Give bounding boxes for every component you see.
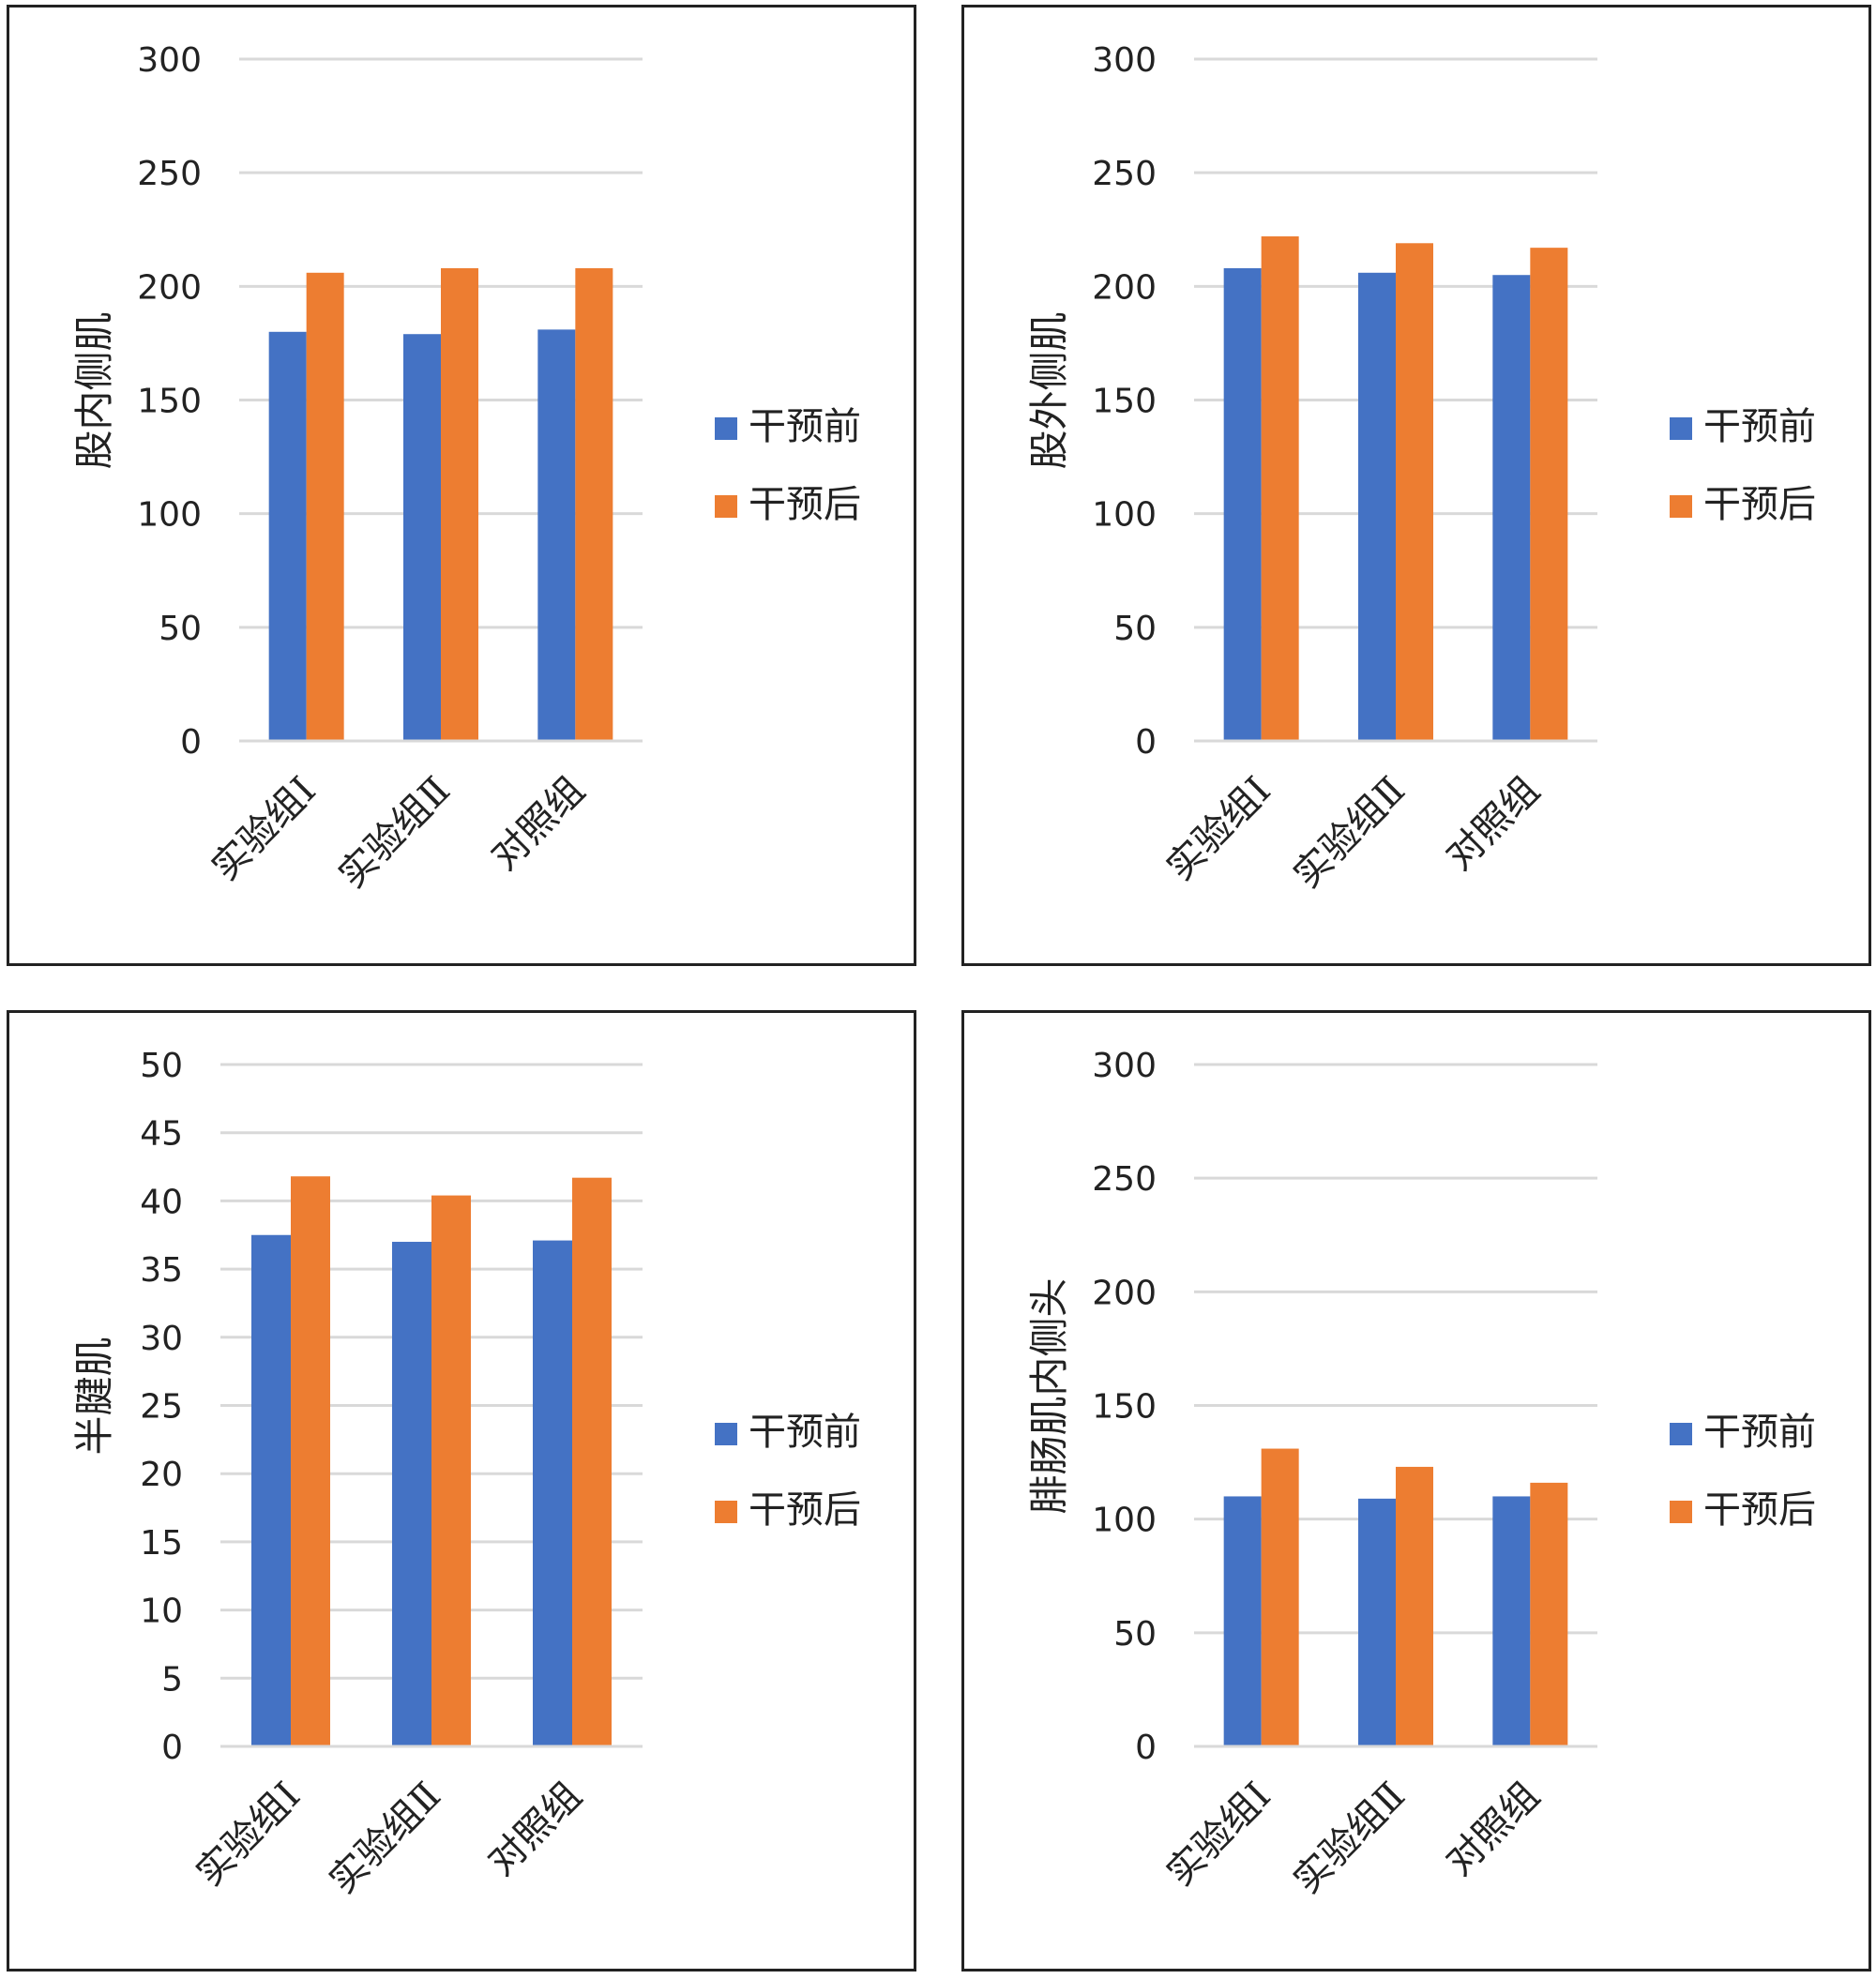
bar-after — [1396, 243, 1433, 741]
legend-label-before: 干预前 — [749, 405, 861, 448]
y-axis-title: 半腱肌 — [71, 1337, 117, 1455]
x-category-label: 实验组Ⅱ — [1285, 1775, 1414, 1903]
bar-before — [533, 1240, 572, 1746]
chart-panel-semitendinosus: 0 5 10 15 20 25 30 35 40 45 50 实验组Ⅰ 实验组Ⅱ 对照组 半腱肌干预前干预后 — [7, 1010, 916, 1971]
x-category-label: 实验组Ⅰ — [1158, 1775, 1279, 1896]
y-tick-label: 0 — [1135, 723, 1157, 762]
y-tick-label: 150 — [1092, 1388, 1157, 1427]
bar-after — [1530, 248, 1568, 741]
x-category-label: 实验组Ⅱ — [321, 1775, 449, 1903]
legend-label-after: 干预后 — [749, 483, 861, 526]
bar-after — [291, 1176, 330, 1746]
legend-swatch-before — [1670, 417, 1692, 440]
x-category-label: 实验组Ⅱ — [1285, 769, 1414, 898]
legend-label-before: 干预前 — [1703, 1411, 1816, 1454]
y-tick-label: 0 — [1135, 1729, 1157, 1767]
chart-svg: 0 50 100 150 200 250 300 实验组Ⅰ 实验组Ⅱ 对照组 股内侧肌干预前干预后 — [71, 41, 861, 898]
x-category-label: 实验组Ⅰ — [204, 769, 325, 890]
y-tick-label: 150 — [1092, 383, 1157, 421]
bar-after — [441, 267, 478, 741]
bar-after — [1261, 1448, 1299, 1746]
y-tick-label: 5 — [161, 1660, 183, 1699]
y-axis-title: 腓肠肌内侧头 — [1026, 1277, 1072, 1514]
y-tick-label: 300 — [1092, 1047, 1157, 1085]
y-tick-label: 250 — [1092, 155, 1157, 193]
y-tick-label: 100 — [1092, 496, 1157, 535]
x-category-label: 对照组 — [1438, 769, 1548, 879]
y-axis-title: 股外侧肌 — [1026, 311, 1072, 469]
y-tick-label: 100 — [137, 496, 202, 535]
bar-after — [572, 1177, 612, 1746]
y-tick-label: 0 — [161, 1729, 183, 1767]
chart-svg: 0 5 10 15 20 25 30 35 40 45 50 实验组Ⅰ 实验组Ⅱ 对照组 半腱肌干预前干预后 — [71, 1047, 861, 1903]
legend-label-before: 干预前 — [749, 1411, 861, 1454]
legend-swatch-before — [1670, 1423, 1692, 1445]
chart-panel-vastus-lateralis: 0 50 100 150 200 250 300 实验组Ⅰ 实验组Ⅱ 对照组 股外侧肌干预前干预后 — [961, 5, 1871, 966]
y-tick-label: 30 — [140, 1320, 183, 1358]
y-tick-label: 200 — [1092, 1274, 1157, 1312]
x-category-label: 对照组 — [480, 1775, 590, 1884]
y-tick-label: 50 — [140, 1047, 183, 1085]
y-tick-label: 10 — [140, 1593, 183, 1631]
bar-before — [1223, 1496, 1262, 1746]
y-tick-label: 20 — [140, 1456, 183, 1494]
legend-swatch-before — [715, 417, 737, 440]
legend-label-after: 干预后 — [1703, 483, 1816, 526]
y-tick-label: 35 — [140, 1251, 183, 1290]
y-tick-label: 300 — [137, 41, 202, 80]
x-category-label: 实验组Ⅰ — [1158, 769, 1279, 890]
chart-panel-gastrocnemius-medial: 0 50 100 150 200 250 300 实验组Ⅰ 实验组Ⅱ 对照组 腓肠肌内侧头干预前干预… — [961, 1010, 1871, 1971]
legend-label-before: 干预前 — [1703, 405, 1816, 448]
x-category-label: 对照组 — [1438, 1775, 1548, 1884]
y-tick-label: 40 — [140, 1183, 183, 1221]
y-tick-label: 150 — [137, 383, 202, 421]
legend-label-after: 干预后 — [749, 1488, 861, 1532]
y-tick-label: 250 — [1092, 1160, 1157, 1199]
y-tick-label: 0 — [180, 723, 202, 762]
legend-swatch-before — [715, 1423, 737, 1445]
bar-before — [403, 334, 441, 741]
y-tick-label: 45 — [140, 1115, 183, 1154]
bar-before — [1492, 1496, 1531, 1746]
y-tick-label: 200 — [1092, 268, 1157, 307]
bar-before — [1223, 267, 1262, 741]
bar-after — [1396, 1466, 1433, 1746]
chart-panel-vastus-medialis: 0 50 100 150 200 250 300 实验组Ⅰ 实验组Ⅱ 对照组 股内侧肌干预前干预后 — [7, 5, 916, 966]
bar-before — [1358, 272, 1396, 741]
y-tick-label: 50 — [1113, 1615, 1157, 1654]
bar-after — [431, 1195, 471, 1746]
legend-label-after: 干预后 — [1703, 1488, 1816, 1532]
chart-svg: 0 50 100 150 200 250 300 实验组Ⅰ 实验组Ⅱ 对照组 股外侧肌干预前干预后 — [1026, 41, 1816, 898]
y-tick-label: 25 — [140, 1388, 183, 1427]
bar-before — [268, 331, 307, 741]
y-tick-label: 250 — [137, 155, 202, 193]
y-tick-label: 50 — [1113, 610, 1157, 648]
y-axis-title: 股内侧肌 — [71, 311, 117, 469]
bar-before — [1492, 275, 1531, 741]
bar-before — [392, 1242, 431, 1746]
bar-after — [306, 272, 344, 741]
bar-after — [1530, 1482, 1568, 1746]
x-category-label: 实验组Ⅰ — [189, 1775, 310, 1896]
chart-svg: 0 50 100 150 200 250 300 实验组Ⅰ 实验组Ⅱ 对照组 腓肠肌内侧头干预前干预… — [1026, 1047, 1816, 1903]
legend-swatch-after — [1670, 495, 1692, 518]
legend-swatch-after — [715, 1501, 737, 1523]
y-tick-label: 15 — [140, 1524, 183, 1563]
y-tick-label: 100 — [1092, 1502, 1157, 1540]
bar-before — [537, 329, 576, 741]
bar-after — [1261, 236, 1299, 741]
x-category-label: 实验组Ⅱ — [330, 769, 459, 898]
legend-swatch-after — [1670, 1501, 1692, 1523]
y-tick-label: 300 — [1092, 41, 1157, 80]
legend-swatch-after — [715, 495, 737, 518]
y-tick-label: 50 — [159, 610, 202, 648]
bar-before — [251, 1234, 291, 1746]
x-category-label: 对照组 — [483, 769, 593, 879]
y-tick-label: 200 — [137, 268, 202, 307]
bar-after — [575, 267, 613, 741]
bar-before — [1358, 1498, 1396, 1746]
